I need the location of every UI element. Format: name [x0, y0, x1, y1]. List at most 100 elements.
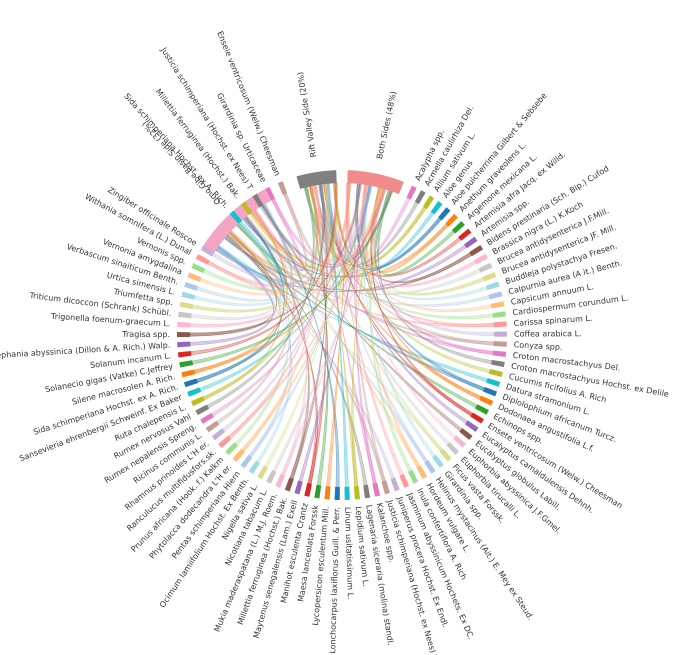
species-arc	[179, 301, 194, 309]
species-arc	[483, 387, 498, 397]
species-arc	[324, 486, 331, 500]
species-arc	[304, 482, 312, 497]
species-arc	[275, 474, 286, 488]
species-arc	[284, 477, 294, 492]
species-label: Justicia schimperiana (Hochst. ex Nees) …	[158, 45, 254, 192]
species-arc	[486, 378, 501, 387]
species-arc	[240, 201, 253, 216]
species-arc	[353, 486, 361, 500]
species-arc	[257, 465, 269, 480]
species-arc	[381, 480, 390, 495]
ribbon	[196, 203, 293, 302]
group-arc	[347, 170, 404, 195]
species-arc	[181, 369, 196, 378]
ribbon	[189, 184, 369, 328]
species-arc	[459, 427, 473, 440]
arc-layer	[177, 170, 507, 500]
ribbon	[248, 182, 338, 269]
species-arc	[205, 420, 220, 433]
species-arc	[252, 193, 264, 208]
species-arc	[179, 360, 193, 368]
species-arc	[211, 428, 225, 441]
species-arc	[446, 442, 460, 455]
species-arc	[229, 210, 243, 224]
species-arc	[438, 207, 451, 221]
species-arc	[469, 245, 484, 257]
species-arc	[390, 477, 400, 492]
species-arc	[187, 387, 202, 397]
species-arc	[248, 460, 261, 474]
species-arc	[464, 236, 478, 249]
species-arc	[177, 321, 191, 328]
species-arc	[177, 341, 191, 348]
species-arc	[240, 454, 253, 469]
species-arc	[334, 486, 340, 500]
species-arc	[200, 412, 214, 424]
species-arc	[492, 311, 506, 318]
species-arc	[492, 350, 507, 358]
species-arc	[266, 469, 277, 484]
species-arc	[191, 263, 206, 274]
species-arc	[491, 359, 505, 368]
species-arc	[294, 480, 303, 495]
group-arc	[296, 170, 337, 189]
ribbon	[207, 185, 319, 288]
species-arc	[399, 473, 410, 488]
species-arc	[490, 301, 505, 309]
species-label: Lonchocarpus laxiflorus Guill. & Perr.	[328, 507, 341, 654]
species-arc	[478, 262, 493, 273]
species-arc	[485, 281, 500, 291]
species-arc	[416, 465, 428, 479]
species-arc	[190, 396, 205, 407]
species-label: Tragisa spp.	[121, 330, 170, 339]
species-arc	[195, 254, 210, 265]
species-label: Coffea arabica L.	[514, 329, 582, 338]
species-arc	[465, 420, 479, 432]
species-arc	[414, 190, 426, 204]
species-arc	[488, 369, 503, 377]
species-arc	[445, 213, 458, 227]
species-arc	[200, 245, 215, 257]
ribbon	[361, 184, 482, 400]
species-arc	[218, 435, 232, 448]
species-arc	[264, 186, 276, 201]
species-arc	[422, 195, 435, 209]
species-arc	[458, 228, 472, 241]
species-arc	[453, 435, 467, 448]
species-arc	[232, 448, 245, 462]
species-arc	[187, 272, 202, 282]
species-arc	[363, 484, 371, 499]
group-label: Rift Valley Side (20%)	[296, 71, 318, 158]
species-arc	[451, 221, 465, 234]
species-arc	[344, 486, 350, 500]
species-arc	[493, 321, 507, 328]
ribbon	[271, 188, 387, 266]
species-arc	[406, 185, 417, 200]
species-arc	[470, 412, 484, 424]
species-arc	[372, 482, 381, 497]
species-arc	[314, 484, 322, 499]
group-label: Both Sides (48%)	[375, 90, 398, 160]
species-arc	[178, 311, 192, 319]
species-arc	[493, 341, 507, 347]
species-label: Carissa spinarum L.	[513, 314, 592, 328]
species-arc	[432, 454, 444, 468]
species-label: Conyza spp.	[513, 340, 562, 352]
species-arc	[482, 272, 497, 282]
species-arc	[479, 395, 494, 406]
species-arc	[475, 404, 489, 415]
species-arc	[493, 331, 507, 337]
species-arc	[177, 331, 191, 338]
group-arc	[202, 189, 271, 255]
species-arc	[439, 448, 452, 462]
species-arc	[184, 281, 199, 291]
species-arc	[430, 201, 443, 215]
species-arc	[424, 460, 436, 474]
species-arc	[181, 291, 196, 300]
species-arc	[474, 253, 489, 265]
ribbon	[211, 185, 373, 284]
species-arc	[183, 378, 198, 388]
species-arc	[277, 181, 288, 195]
species-label: Linum usitatissimum L.	[343, 507, 355, 600]
species-arc	[488, 291, 503, 300]
